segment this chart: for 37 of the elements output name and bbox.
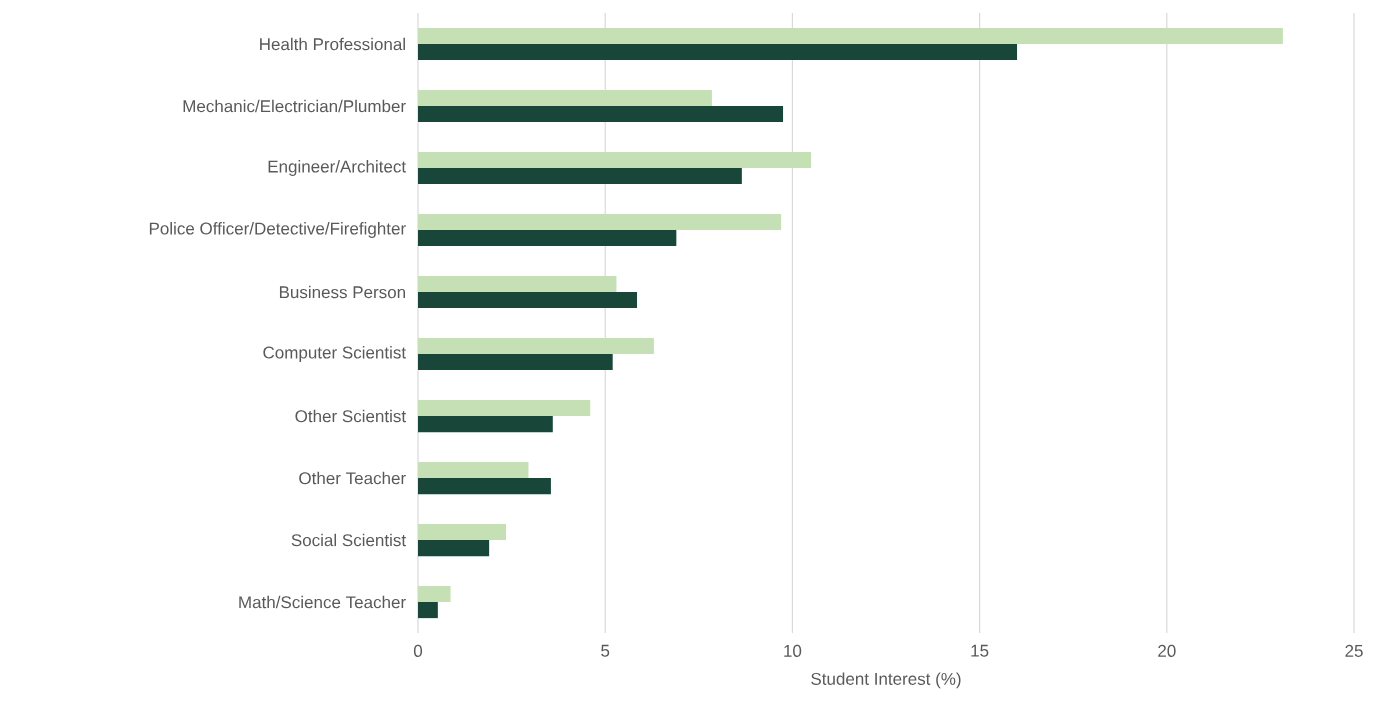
x-tick-label: 15 (971, 644, 989, 657)
bar (418, 540, 490, 557)
bar (418, 399, 591, 416)
bar (418, 44, 1018, 61)
bar (418, 354, 613, 371)
bar (418, 416, 553, 433)
bar (418, 106, 784, 123)
bar (418, 478, 551, 495)
y-tick-label: Other Teacher (299, 471, 406, 485)
bar (418, 27, 1283, 44)
x-axis-title: Student Interest (%) (811, 672, 961, 689)
y-tick-label: Police Officer/Detective/Firefighter (149, 222, 406, 238)
y-tick-label: Social Scientist (291, 533, 406, 547)
y-tick-label: Computer Scientist (263, 346, 406, 362)
x-tick-label: 20 (1158, 644, 1176, 657)
bar (418, 337, 654, 354)
y-tick-label: Engineer/Architect (268, 160, 406, 176)
bar (418, 292, 638, 309)
y-tick-label: Health Professional (260, 37, 405, 51)
x-tick-label: 0 (413, 644, 423, 657)
bar (418, 602, 438, 619)
y-tick-label: Math/Science Teacher (239, 595, 406, 609)
bar (418, 585, 451, 603)
bar (418, 89, 712, 106)
bar (418, 523, 506, 540)
x-tick-label: 5 (601, 644, 610, 657)
y-tick-label: Other Scientist (295, 409, 406, 423)
y-tick-label: Business Person (279, 285, 405, 299)
bar (418, 151, 812, 168)
bar (418, 168, 742, 185)
bar (418, 213, 782, 230)
x-tick-label: 10 (784, 644, 802, 657)
y-tick-label: Mechanic/Electrician/Plumber (183, 99, 406, 113)
x-tick-label: 25 (1345, 644, 1363, 657)
bar (418, 275, 617, 292)
bar (418, 461, 529, 478)
bar (418, 230, 677, 247)
